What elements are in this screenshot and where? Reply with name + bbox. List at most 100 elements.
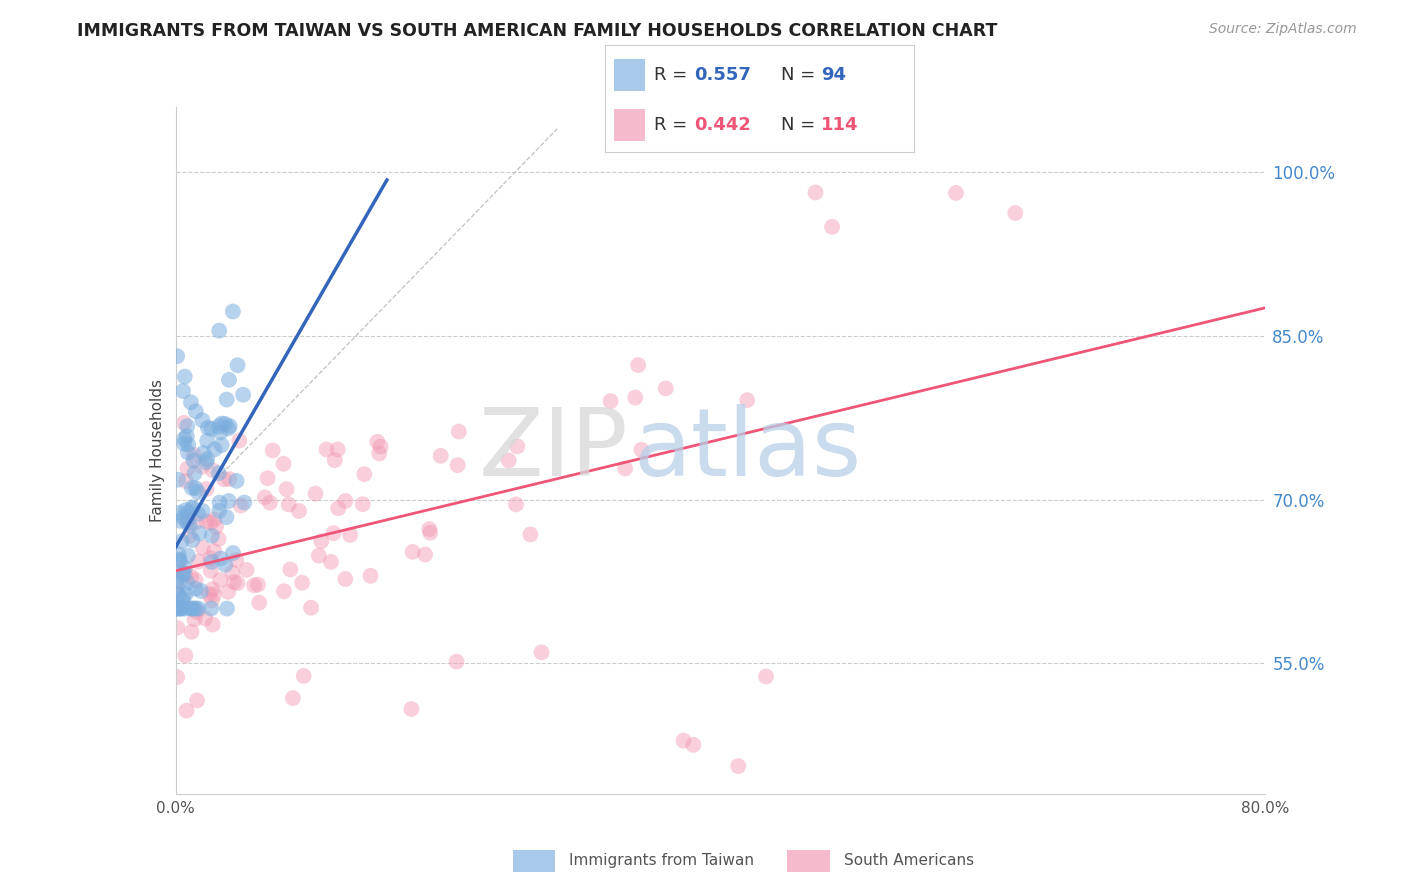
Point [180, 481, 202, 495]
Point [413, 548, 436, 562]
Text: atlas: atlas [633, 404, 862, 497]
Point [195, 514, 218, 528]
Point [627, 358, 650, 372]
Point [166, 349, 188, 363]
Point [202, 544, 225, 558]
Point [200, 551, 222, 566]
Point [167, 588, 190, 602]
Text: Immigrants from Taiwan: Immigrants from Taiwan [569, 854, 755, 868]
Point [169, 553, 191, 567]
Point [201, 463, 224, 477]
Point [202, 512, 225, 526]
Point [187, 485, 209, 500]
Point [184, 582, 207, 596]
Point [225, 553, 247, 567]
Point [174, 474, 197, 488]
Point [262, 443, 284, 458]
Point [273, 584, 295, 599]
Point [630, 442, 652, 457]
Text: South Americans: South Americans [844, 854, 974, 868]
Point [209, 573, 232, 587]
Point [366, 434, 388, 449]
Point [200, 601, 222, 615]
Point [167, 601, 190, 615]
Point [174, 587, 197, 601]
Point [167, 553, 190, 567]
Point [212, 472, 235, 486]
Point [173, 566, 195, 581]
Point [177, 445, 200, 459]
Point [273, 457, 295, 471]
Point [292, 669, 315, 683]
Point [174, 648, 197, 663]
Point [176, 704, 198, 718]
Point [177, 506, 200, 520]
Point [177, 549, 200, 563]
Point [166, 621, 188, 635]
Point [200, 516, 222, 530]
Y-axis label: Family Households: Family Households [149, 379, 165, 522]
Text: 114: 114 [821, 116, 859, 134]
Point [176, 429, 198, 443]
Point [172, 591, 194, 606]
Point [180, 569, 202, 583]
Point [945, 186, 967, 200]
Point [755, 669, 778, 683]
Point [243, 578, 266, 592]
Point [209, 551, 232, 566]
Point [208, 324, 231, 338]
Point [167, 473, 190, 487]
Point [228, 434, 250, 448]
Text: R =: R = [654, 66, 693, 84]
Bar [787, 849, 830, 872]
Point [184, 404, 207, 418]
Point [195, 455, 218, 469]
Point [519, 527, 541, 541]
Text: N =: N = [780, 116, 821, 134]
Point [180, 601, 202, 615]
Text: ZIP: ZIP [478, 404, 628, 497]
Point [179, 518, 201, 533]
Point [323, 453, 346, 467]
Point [211, 438, 233, 452]
Point [173, 510, 195, 524]
Point [326, 442, 349, 457]
Text: N =: N = [780, 66, 821, 84]
Point [183, 467, 205, 481]
Point [201, 593, 224, 607]
Point [170, 601, 193, 615]
Point [169, 514, 191, 528]
Point [218, 472, 240, 486]
Point [401, 545, 423, 559]
Point [173, 436, 195, 450]
Point [174, 503, 197, 517]
Point [447, 458, 470, 472]
Point [821, 219, 844, 234]
Point [226, 358, 249, 372]
Point [599, 394, 621, 409]
Point [222, 304, 245, 318]
Point [253, 491, 276, 505]
Point [166, 601, 188, 615]
Point [169, 561, 191, 575]
Point [614, 461, 637, 475]
Point [235, 563, 257, 577]
Point [190, 583, 212, 598]
Point [735, 393, 758, 408]
Text: 94: 94 [821, 66, 846, 84]
Point [291, 575, 314, 590]
Point [1004, 206, 1026, 220]
Point [186, 693, 208, 707]
Point [204, 442, 226, 457]
Point [172, 592, 194, 607]
Point [166, 580, 188, 594]
Point [339, 528, 361, 542]
Point [328, 501, 350, 516]
Point [299, 600, 322, 615]
Point [429, 449, 451, 463]
Point [173, 369, 195, 384]
Point [211, 417, 233, 431]
Point [419, 525, 441, 540]
Point [218, 419, 240, 434]
Point [200, 422, 222, 436]
